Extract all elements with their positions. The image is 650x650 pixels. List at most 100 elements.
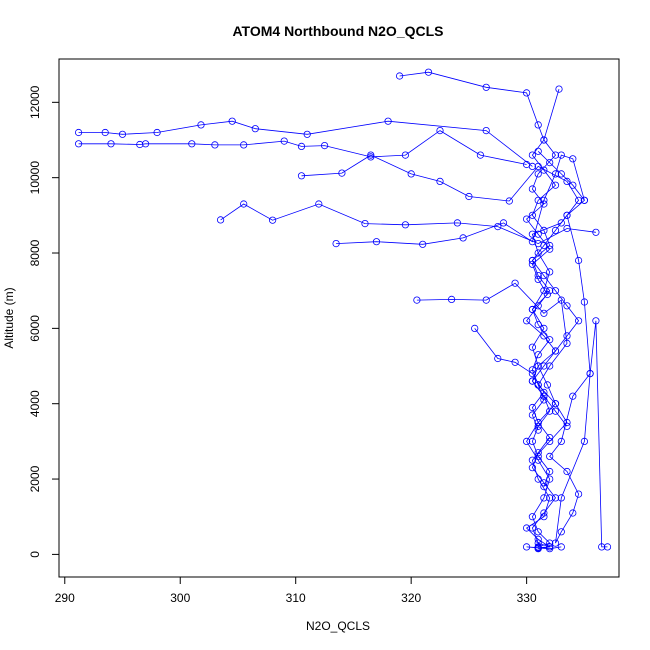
data-point [551,407,560,415]
series-10 [528,147,589,430]
data-point [338,169,346,177]
x-tick-label: 300 [170,591,190,605]
data-point [528,524,537,532]
data-point [592,228,600,236]
data-point [101,128,109,137]
data-point [482,296,490,304]
data-point [546,159,554,167]
series-3 [332,151,589,248]
data-point [453,219,461,227]
data-point [592,317,600,325]
data-point [395,72,404,80]
data-point [574,256,583,265]
data-point [557,151,565,159]
data-point [546,287,554,295]
data-point [540,200,548,208]
data-point [551,226,560,234]
series-0 [75,117,537,170]
x-tick-label: 330 [517,591,537,605]
data-point [419,240,427,248]
data-point [332,240,340,248]
data-point [188,140,196,148]
y-tick-label: 6000 [28,315,42,342]
data-point [546,539,554,547]
series-line [220,203,596,245]
data-point [534,449,542,457]
data-point [142,140,150,148]
data-point [598,543,606,551]
data-point [303,130,311,138]
data-point [436,127,444,135]
data-point [240,141,248,149]
data-point [528,185,537,193]
data-point [580,196,589,204]
data-point [534,302,542,310]
data-point [522,543,531,551]
data-point [534,196,542,204]
data-point [551,181,560,189]
data-point [546,452,554,460]
data-point [534,320,542,329]
data-point [528,256,537,265]
series-7 [522,85,563,491]
x-tick-label: 320 [401,591,421,605]
data-point [494,354,502,363]
data-point [534,351,542,359]
data-point [280,137,288,145]
data-point [551,287,560,295]
data-point [546,467,554,476]
data-point [413,296,421,304]
data-point [436,177,444,185]
data-point [482,127,490,135]
data-point [551,400,560,408]
data-point [540,332,548,340]
series-line [474,328,562,550]
data-point [534,544,542,552]
series-layer [75,68,612,553]
data-point [534,528,542,536]
data-point [569,181,577,189]
data-point [574,196,583,204]
data-point [534,121,542,129]
data-point [528,151,537,159]
data-point [528,513,537,521]
data-point [551,494,560,502]
data-point [546,543,554,551]
data-point [563,467,571,476]
data-point [580,437,589,445]
data-point [540,226,548,234]
data-point [551,347,560,355]
data-point [528,377,537,385]
data-point [522,89,531,97]
data-point [528,343,537,351]
data-point [197,121,205,129]
data-point [75,128,83,137]
data-point [534,230,542,238]
data-point [528,230,537,238]
data-point [540,494,548,502]
data-point [522,524,531,532]
data-point [534,271,542,280]
y-tick-label: 0 [28,551,42,558]
data-point [546,362,554,370]
data-point [569,392,577,400]
x-axis: 290 300 310 320 330 [55,576,537,605]
data-point [551,151,560,159]
data-point [546,433,554,442]
data-point [540,392,548,400]
data-point [557,437,565,445]
data-point [557,528,565,536]
data-point [251,125,259,133]
data-point [546,241,554,250]
data-point [522,160,531,169]
data-point [557,494,565,502]
data-point [401,221,409,229]
data-point [528,238,537,246]
data-point [540,241,548,250]
data-point [557,543,565,551]
data-point [540,136,548,144]
data-point [534,147,542,155]
y-tick-label: 12000 [28,85,42,119]
series-line [399,71,557,431]
